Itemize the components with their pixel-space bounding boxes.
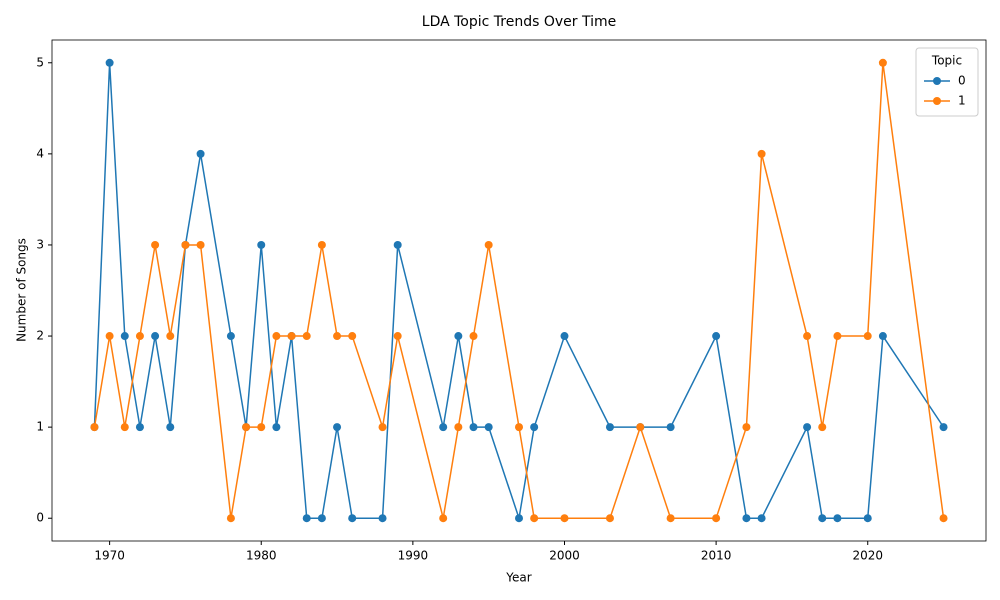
point bbox=[878, 332, 887, 341]
y-tick-label: 1 bbox=[36, 420, 44, 434]
point bbox=[151, 240, 160, 249]
point bbox=[484, 240, 493, 249]
point bbox=[272, 332, 281, 341]
point bbox=[833, 332, 842, 341]
point bbox=[878, 58, 887, 67]
point bbox=[757, 149, 766, 158]
point bbox=[242, 423, 251, 432]
point bbox=[226, 514, 235, 523]
point bbox=[135, 423, 144, 432]
point bbox=[257, 240, 266, 249]
x-tick-label: 2020 bbox=[852, 549, 883, 563]
point bbox=[484, 423, 493, 432]
point bbox=[181, 240, 190, 249]
legend-marker bbox=[933, 97, 941, 105]
point bbox=[378, 514, 387, 523]
point bbox=[560, 332, 569, 341]
point bbox=[742, 423, 751, 432]
point bbox=[166, 332, 175, 341]
point bbox=[803, 423, 812, 432]
point bbox=[135, 332, 144, 341]
x-axis-label: Year bbox=[505, 571, 531, 585]
point bbox=[333, 332, 342, 341]
point bbox=[560, 514, 569, 523]
legend-label: 0 bbox=[958, 74, 966, 88]
point bbox=[939, 423, 948, 432]
point bbox=[712, 332, 721, 341]
plot-frame bbox=[51, 39, 987, 542]
legend-marker bbox=[933, 77, 941, 85]
point bbox=[469, 423, 478, 432]
x-tick-label: 1980 bbox=[246, 549, 277, 563]
point bbox=[454, 332, 463, 341]
point bbox=[757, 514, 766, 523]
legend-label: 1 bbox=[958, 94, 966, 108]
point bbox=[605, 423, 614, 432]
point bbox=[439, 514, 448, 523]
point bbox=[393, 240, 402, 249]
point bbox=[287, 332, 296, 341]
point bbox=[530, 423, 539, 432]
point bbox=[712, 514, 721, 523]
point bbox=[302, 514, 311, 523]
point bbox=[105, 332, 114, 341]
y-tick-label: 0 bbox=[36, 511, 44, 525]
point bbox=[105, 58, 114, 67]
y-tick-label: 2 bbox=[36, 329, 44, 343]
point bbox=[333, 423, 342, 432]
point bbox=[439, 423, 448, 432]
point bbox=[393, 332, 402, 341]
point bbox=[818, 423, 827, 432]
point bbox=[317, 514, 326, 523]
x-tick-label: 1970 bbox=[94, 549, 125, 563]
point bbox=[454, 423, 463, 432]
x-tick-label: 1990 bbox=[398, 549, 429, 563]
legend-box bbox=[915, 47, 979, 117]
y-tick-label: 4 bbox=[36, 146, 44, 160]
point bbox=[803, 332, 812, 341]
y-axis-label: Number of Songs bbox=[15, 238, 29, 342]
point bbox=[196, 149, 205, 158]
point bbox=[939, 514, 948, 523]
point bbox=[302, 332, 311, 341]
point bbox=[515, 423, 523, 432]
y-tick-label: 5 bbox=[36, 55, 44, 69]
point bbox=[317, 240, 326, 249]
point bbox=[515, 514, 523, 523]
point bbox=[666, 514, 675, 523]
point bbox=[196, 240, 205, 249]
point bbox=[120, 423, 129, 432]
point bbox=[863, 332, 872, 341]
point bbox=[257, 423, 266, 432]
point bbox=[742, 514, 751, 523]
point bbox=[120, 332, 129, 341]
point bbox=[818, 514, 827, 523]
point bbox=[151, 332, 160, 341]
x-tick-label: 2010 bbox=[701, 549, 732, 563]
chart-title: LDA Topic Trends Over Time bbox=[422, 14, 616, 30]
point bbox=[666, 423, 675, 432]
point bbox=[90, 423, 99, 432]
point bbox=[605, 514, 614, 523]
point bbox=[530, 514, 539, 523]
point bbox=[348, 514, 357, 523]
legend-title: Topic bbox=[931, 54, 962, 68]
point bbox=[469, 332, 478, 341]
point bbox=[833, 514, 842, 523]
point bbox=[863, 514, 872, 523]
y-tick-label: 3 bbox=[36, 237, 44, 251]
point bbox=[272, 423, 281, 432]
point bbox=[226, 332, 235, 341]
point bbox=[166, 423, 175, 432]
point bbox=[348, 332, 357, 341]
point bbox=[636, 423, 645, 432]
x-tick-label: 2000 bbox=[549, 549, 580, 563]
point bbox=[378, 423, 387, 432]
